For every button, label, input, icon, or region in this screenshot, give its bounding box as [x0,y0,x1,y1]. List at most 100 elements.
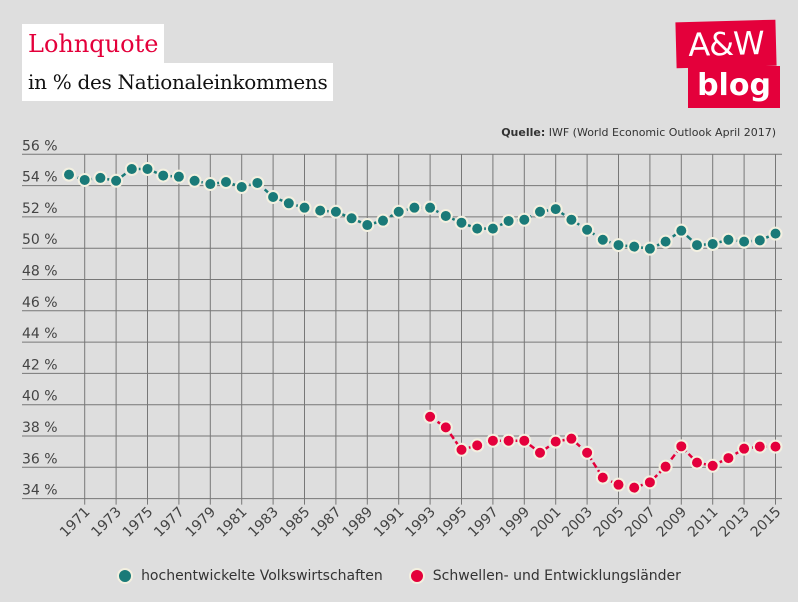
data-point [407,200,422,215]
y-tick-label: 34 % [22,483,58,499]
data-point [611,477,626,492]
y-tick-label: 50 % [22,232,58,248]
y-tick-label: 48 % [22,264,58,280]
data-point [533,445,547,460]
data-point [171,169,186,184]
data-point [250,175,265,190]
data-point [611,238,626,253]
data-point [109,173,124,188]
x-tick-label: 2015 [748,504,785,541]
y-tick-label: 44 % [22,326,58,342]
data-point [690,238,704,253]
x-tick-label: 1973 [88,504,125,541]
y-tick-label: 42 % [22,357,58,373]
data-point [344,211,359,226]
x-tick-label: 2001 [528,504,565,541]
x-tick-label: 2005 [591,504,628,541]
data-point [721,232,736,247]
x-tick-label: 1989 [340,504,377,541]
data-point [77,172,92,187]
data-point [548,434,563,449]
legend-item-advanced: hochentwickelte Volkswirtschaften [117,568,383,584]
data-point [768,226,783,241]
legend-label: hochentwickelte Volkswirtschaften [141,568,383,584]
data-point [360,218,375,233]
data-point [752,439,767,454]
x-tick-label: 2003 [559,504,596,541]
legend: hochentwickelte Volkswirtschaften Schwel… [0,568,798,584]
data-point [768,439,783,454]
data-point [721,451,736,466]
data-point [156,168,171,183]
data-point [391,204,406,219]
y-tick-label: 56 % [22,138,58,154]
x-tick-label: 1971 [57,504,94,541]
chart-subtitle: in % des Nationaleinkommens [22,63,334,101]
y-tick-label: 40 % [22,389,58,405]
data-point [658,459,673,474]
y-tick-label: 38 % [22,420,58,436]
x-tick-label: 1983 [245,504,282,541]
data-point [595,470,610,485]
data-point [642,475,657,490]
legend-marker-teal [117,568,134,584]
data-point [281,196,296,211]
data-point [187,173,202,188]
data-point [423,200,438,215]
x-tick-label: 2009 [654,504,691,541]
x-tick-label: 2013 [716,504,753,541]
data-point [705,458,720,473]
x-tick-label: 1995 [434,504,471,541]
x-tick-label: 1999 [497,504,534,541]
legend-item-emerging: Schwellen- und Entwicklungsländer [408,568,681,584]
data-point [517,433,532,448]
data-point [376,213,390,228]
data-point [124,162,139,177]
y-tick-label: 54 % [22,170,58,186]
data-point [454,215,469,230]
source-note: Quelle: IWF (World Economic Outlook Apri… [501,126,776,139]
data-point [580,445,595,460]
data-point [642,241,657,256]
data-point [564,431,579,446]
data-point [454,442,469,457]
legend-marker-red [408,568,425,584]
data-point [658,234,673,249]
y-tick-label: 36 % [22,451,58,467]
y-tick-label: 46 % [22,295,58,311]
data-point [470,438,485,453]
data-point [203,177,218,192]
x-tick-label: 1977 [151,504,188,541]
data-point [93,170,108,185]
series-line-0 [68,167,776,250]
x-tick-label: 1987 [308,504,345,541]
data-point [627,239,642,254]
data-point [501,213,516,228]
source-text: IWF (World Economic Outlook April 2017) [548,126,776,139]
x-tick-label: 1985 [277,504,314,541]
x-tick-label: 2011 [685,504,722,541]
x-tick-label: 1993 [402,504,439,541]
data-point [423,409,438,424]
x-tick-label: 1997 [465,504,502,541]
x-tick-label: 1981 [214,504,251,541]
data-point [438,420,453,435]
data-point [752,233,767,248]
data-point [595,232,610,247]
data-point [313,203,328,218]
data-point [234,180,249,195]
x-tick-label: 1991 [371,504,408,541]
data-point [705,236,720,251]
data-point [219,175,233,190]
data-point [501,433,516,448]
data-point [140,162,155,177]
chart-title: Lohnquote [22,24,165,63]
data-point [266,190,281,205]
data-point [297,200,312,215]
data-point [580,222,595,237]
data-point [564,212,579,227]
data-point [470,221,485,236]
data-point [737,441,752,456]
x-tick-label: 1975 [120,504,157,541]
